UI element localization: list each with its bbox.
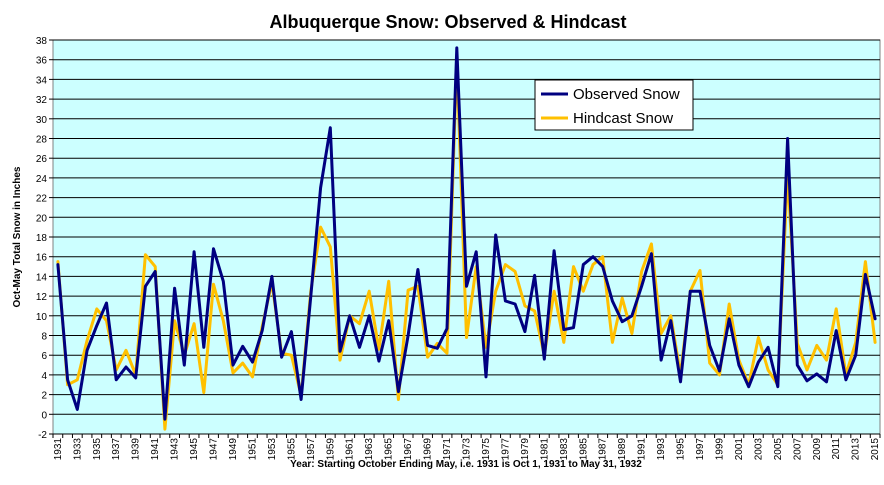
x-tick-label: 2003 <box>753 438 764 461</box>
series-line-observed-snow <box>56 46 877 421</box>
y-tick-label: 26 <box>36 154 48 165</box>
x-tick-label: 1973 <box>462 438 473 461</box>
y-axis-label: Oct-May Total Snow in Inches <box>12 166 23 307</box>
x-tick-label: 1991 <box>637 438 648 461</box>
y-tick-label: -2 <box>38 430 47 441</box>
x-tick-label: 1989 <box>617 438 628 461</box>
legend-box <box>534 79 694 131</box>
x-tick-label: 1971 <box>442 438 453 461</box>
x-tick-label: 2009 <box>812 438 823 461</box>
x-tick-label: 1967 <box>403 438 414 461</box>
x-tick-label: 2015 <box>870 438 881 461</box>
x-tick-label: 1945 <box>189 438 200 461</box>
y-tick-label: 4 <box>41 371 47 382</box>
y-tick-label: 2 <box>41 391 47 402</box>
y-tick-label: 20 <box>36 213 48 224</box>
y-tick-label: 22 <box>36 194 48 205</box>
x-tick-label: 1985 <box>578 438 589 461</box>
legend-label-observed: Observed Snow <box>573 86 680 103</box>
x-tick-label: 1943 <box>170 438 181 461</box>
x-tick-label: 1995 <box>676 438 687 461</box>
y-tick-label: 18 <box>36 233 48 244</box>
x-tick-label: 1999 <box>714 438 725 461</box>
x-tick-label: 1933 <box>72 438 83 461</box>
x-tick-label: 1969 <box>423 438 434 461</box>
x-tick-label: 1937 <box>111 438 122 461</box>
x-axis-label: Year: Starting October Ending May, i.e. … <box>290 459 642 470</box>
y-tick-label: 34 <box>36 75 48 86</box>
x-tick-label: 1939 <box>131 438 142 461</box>
x-tick-label: 1955 <box>286 438 297 461</box>
y-tick-label: 38 <box>36 36 48 47</box>
y-tick-label: 32 <box>36 95 48 106</box>
x-tick-label: 1949 <box>228 438 239 461</box>
x-tick-label: 1953 <box>267 438 278 461</box>
x-tick-label: 1993 <box>656 438 667 461</box>
x-tick-label: 1947 <box>209 438 220 461</box>
x-tick-label: 1931 <box>53 438 64 461</box>
y-tick-label: 36 <box>36 56 48 67</box>
y-tick-label: 10 <box>36 312 48 323</box>
y-tick-label: 30 <box>36 115 48 126</box>
x-tick-label: 1981 <box>539 438 550 461</box>
x-tick-label: 1959 <box>325 438 336 461</box>
x-tick-label: 1965 <box>384 438 395 461</box>
y-tick-label: 16 <box>36 253 48 264</box>
y-tick-label: 24 <box>36 174 48 185</box>
x-tick-label: 1977 <box>500 438 511 461</box>
x-tick-label: 2011 <box>831 438 842 460</box>
legend: Observed Snow Hindcast Snow <box>534 79 694 131</box>
x-tick-label: 2001 <box>734 438 745 461</box>
x-axis-ticks: 1931 1933 1935 1937 1939 1941 1943 1945 1947 1949… <box>52 433 881 461</box>
x-tick-label: 1979 <box>520 438 531 461</box>
x-tick-label: 1957 <box>306 438 317 461</box>
legend-label-hindcast: Hindcast Snow <box>573 110 673 127</box>
x-tick-label: 1983 <box>559 438 570 461</box>
x-tick-label: 2005 <box>773 438 784 461</box>
series-lines <box>56 46 877 431</box>
chart-title: Albuquerque Snow: Observed & Hindcast <box>269 12 626 32</box>
x-tick-label: 1987 <box>598 438 609 461</box>
x-tick-label: 1997 <box>695 438 706 461</box>
x-tick-label: 1941 <box>150 438 161 461</box>
x-tick-label: 1975 <box>481 438 492 461</box>
gridlines <box>53 39 880 435</box>
y-tick-label: 28 <box>36 135 48 146</box>
x-tick-label: 1951 <box>247 438 258 461</box>
x-tick-label: 1961 <box>345 438 356 461</box>
x-tick-label: 2013 <box>851 438 862 461</box>
x-tick-label: 1963 <box>364 438 375 461</box>
y-tick-label: 8 <box>41 332 47 343</box>
x-tick-label: 1935 <box>92 438 103 461</box>
y-tick-label: 6 <box>41 351 47 362</box>
y-tick-label: 14 <box>36 272 48 283</box>
y-tick-label: 0 <box>41 410 47 421</box>
y-tick-label: 12 <box>36 292 48 303</box>
x-tick-label: 2007 <box>792 438 803 461</box>
